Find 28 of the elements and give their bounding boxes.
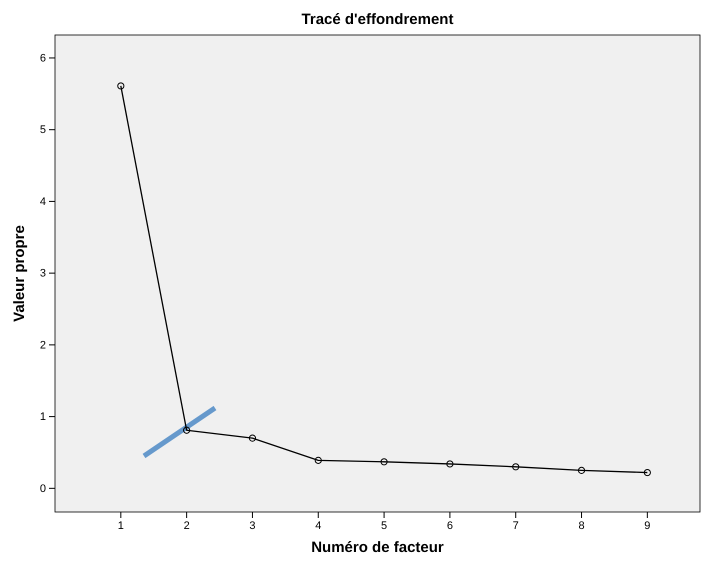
x-tick-label: 2 — [184, 520, 190, 532]
y-tick-label: 6 — [40, 52, 46, 64]
x-tick-label: 8 — [578, 520, 585, 532]
point — [446, 460, 454, 468]
y-tick-label: 2 — [40, 339, 46, 352]
point — [117, 82, 124, 90]
y-tick-label: 1 — [40, 411, 46, 424]
x-tick-label: 3 — [249, 520, 256, 532]
x-tick-label: 5 — [381, 520, 388, 532]
x-tick-label: 4 — [315, 520, 322, 532]
x-axis-title: Numéro de facteur — [311, 539, 444, 556]
chart-title: Tracé d'effondrement — [302, 11, 454, 28]
point — [644, 468, 651, 476]
point — [578, 466, 586, 474]
x-tick-label: 1 — [118, 520, 124, 532]
point — [248, 434, 256, 442]
x-tick-label: 6 — [446, 520, 453, 532]
y-tick-label: 0 — [40, 482, 46, 495]
point — [314, 456, 322, 464]
point — [512, 463, 520, 470]
y-axis-title: Valeur propre — [11, 225, 28, 322]
point — [183, 426, 190, 434]
y-tick-label: 5 — [40, 124, 46, 136]
x-tick-label: 9 — [644, 520, 650, 532]
y-tick-label: 4 — [40, 196, 46, 208]
point — [380, 458, 388, 466]
y-tick-label: 3 — [40, 268, 46, 280]
x-tick-label: 7 — [512, 520, 519, 532]
